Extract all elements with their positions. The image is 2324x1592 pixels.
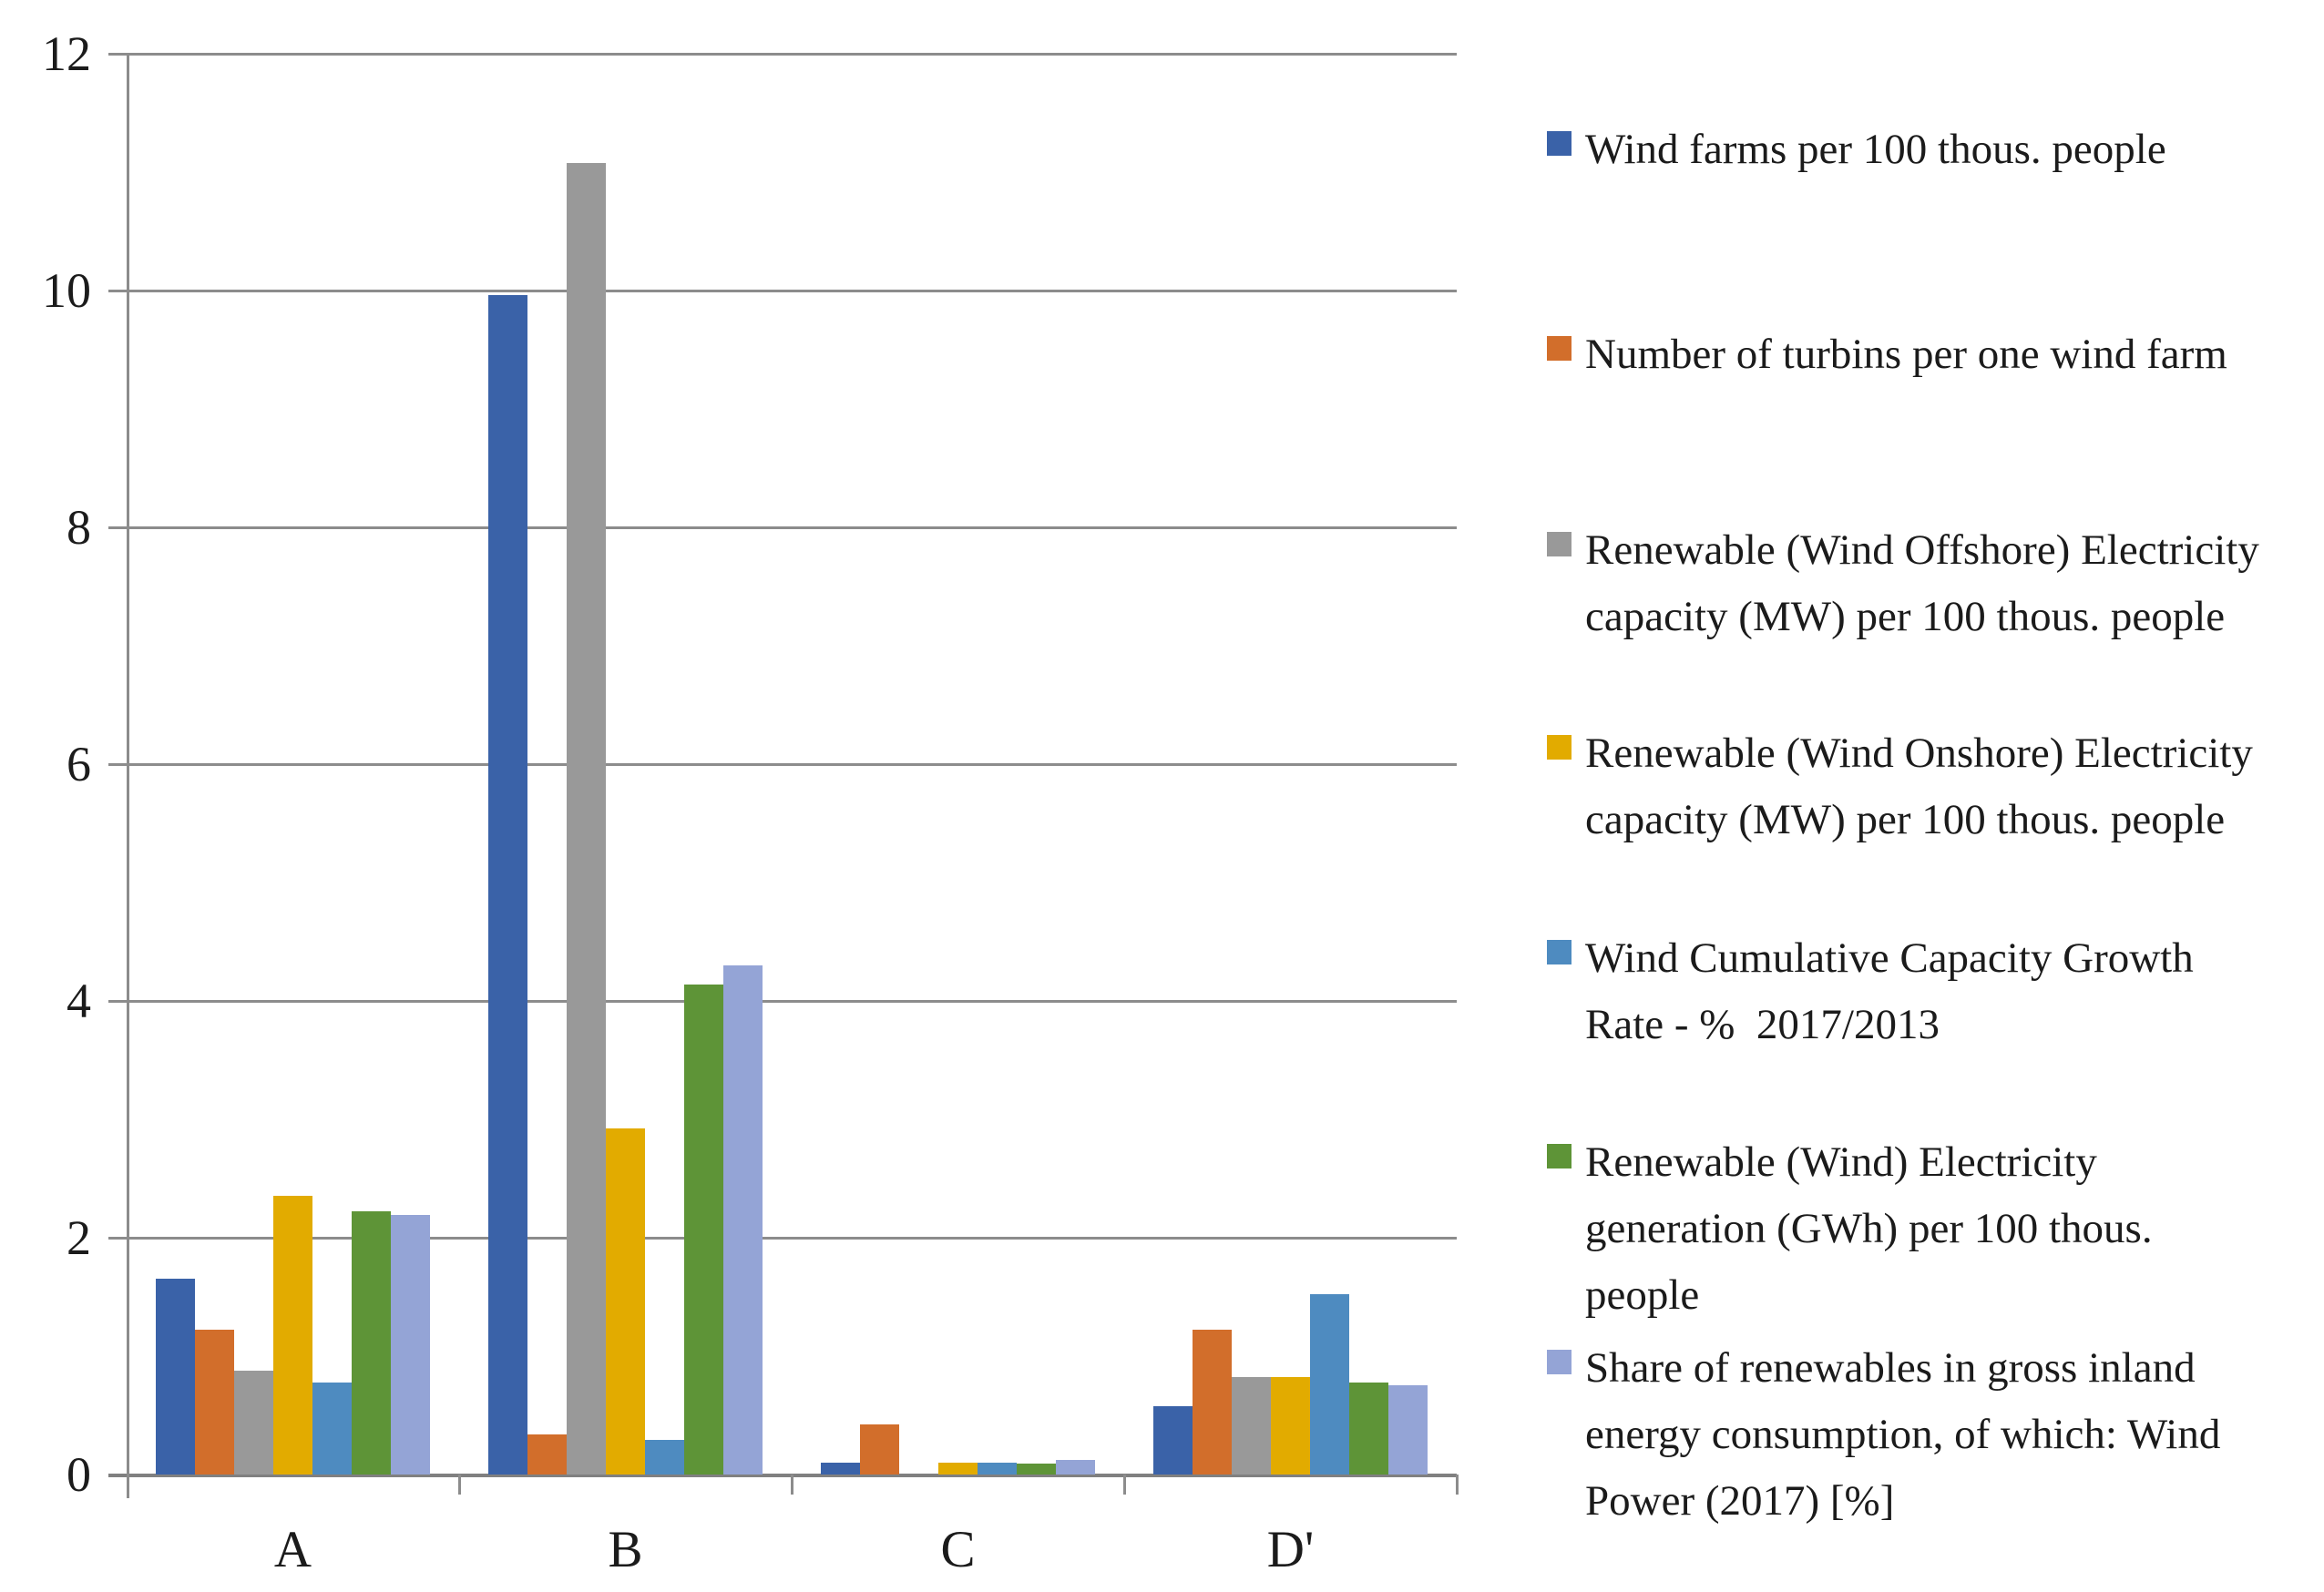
bar-D'-series2 xyxy=(1193,1330,1232,1475)
category-label-C: C xyxy=(940,1521,976,1578)
bar-C-series5 xyxy=(978,1463,1017,1475)
bar-A-series3 xyxy=(234,1371,273,1475)
y-tick-label: 6 xyxy=(67,737,91,791)
legend-label-3: Renewable (Wind Offshore) Electricity ca… xyxy=(1585,526,2259,640)
bar-D'-series7 xyxy=(1388,1385,1428,1475)
legend-label-2: Number of turbins per one wind farm xyxy=(1585,331,2227,378)
x-axis-tick xyxy=(1123,1475,1126,1495)
bar-B-series1 xyxy=(488,295,527,1475)
bar-D'-series6 xyxy=(1349,1383,1388,1475)
bar-A-series7 xyxy=(391,1215,430,1475)
bar-B-series7 xyxy=(723,965,763,1475)
bar-A-series4 xyxy=(273,1196,312,1475)
y-tick-label: 8 xyxy=(67,500,91,555)
y-axis-line xyxy=(127,53,129,1498)
legend-marker-square-5 xyxy=(1547,940,1572,964)
x-axis-baseline xyxy=(108,1474,1457,1477)
bar-C-series7 xyxy=(1056,1460,1095,1475)
bar-C-series4 xyxy=(938,1463,978,1475)
legend-marker-square-3 xyxy=(1547,532,1572,556)
gridline xyxy=(108,763,1457,766)
legend-label-4: Renewable (Wind Onshore) Electricity cap… xyxy=(1585,730,2253,843)
y-tick-label: 0 xyxy=(67,1447,91,1502)
legend-marker-square-6 xyxy=(1547,1144,1572,1168)
gridline xyxy=(108,526,1457,529)
bar-D'-series5 xyxy=(1310,1294,1349,1475)
bar-A-series6 xyxy=(352,1211,391,1475)
bar-D'-series4 xyxy=(1271,1377,1310,1475)
legend-item-6: Renewable (Wind) Electricity generation … xyxy=(1547,1129,2314,1329)
legend-label-5: Wind Cumulative Capacity Growth Rate - %… xyxy=(1585,934,2194,1048)
y-tick-label: 10 xyxy=(42,263,91,318)
bar-B-series6 xyxy=(684,985,723,1475)
bar-C-series1 xyxy=(821,1463,860,1475)
y-tick-label: 2 xyxy=(67,1210,91,1265)
bar-D'-series1 xyxy=(1153,1406,1193,1475)
category-label-A: A xyxy=(273,1521,312,1578)
bar-B-series5 xyxy=(645,1440,684,1475)
gridline xyxy=(108,53,1457,56)
legend-marker-square-7 xyxy=(1547,1350,1572,1374)
legend-item-3: Renewable (Wind Offshore) Electricity ca… xyxy=(1547,517,2314,650)
bar-D'-series3 xyxy=(1232,1377,1271,1475)
bar-A-series1 xyxy=(156,1279,195,1475)
legend-marker-square-4 xyxy=(1547,735,1572,760)
legend-item-5: Wind Cumulative Capacity Growth Rate - %… xyxy=(1547,925,2314,1058)
bar-A-series5 xyxy=(312,1383,352,1475)
bar-C-series2 xyxy=(860,1424,899,1475)
category-label-B: B xyxy=(608,1521,643,1578)
legend-label-1: Wind farms per 100 thous. people xyxy=(1585,126,2166,173)
bar-B-series2 xyxy=(527,1434,567,1475)
bar-C-series6 xyxy=(1017,1464,1056,1475)
chart-legend: Wind farms per 100 thous. people Number o… xyxy=(1547,0,2324,1592)
category-label-D': D' xyxy=(1266,1521,1315,1578)
x-axis-tick xyxy=(791,1475,793,1495)
gridline xyxy=(108,290,1457,292)
x-axis-tick xyxy=(1456,1475,1459,1495)
y-tick-label: 12 xyxy=(42,26,91,81)
legend-item-1: Wind farms per 100 thous. people xyxy=(1547,117,2314,183)
bar-B-series4 xyxy=(606,1128,645,1475)
gridline xyxy=(108,1237,1457,1240)
legend-marker-square-2 xyxy=(1547,336,1572,361)
legend-label-7: Share of renewables in gross inland ener… xyxy=(1585,1344,2221,1525)
legend-label-6: Renewable (Wind) Electricity generation … xyxy=(1585,1138,2153,1319)
legend-item-4: Renewable (Wind Onshore) Electricity cap… xyxy=(1547,720,2314,853)
bar-B-series3 xyxy=(567,163,606,1475)
gridline xyxy=(108,1000,1457,1003)
y-tick-label: 4 xyxy=(67,974,91,1028)
legend-item-2: Number of turbins per one wind farm xyxy=(1547,321,2314,388)
bar-A-series2 xyxy=(195,1330,234,1475)
x-axis-tick xyxy=(458,1475,461,1495)
legend-marker-square-1 xyxy=(1547,131,1572,156)
legend-item-7: Share of renewables in gross inland ener… xyxy=(1547,1335,2314,1535)
